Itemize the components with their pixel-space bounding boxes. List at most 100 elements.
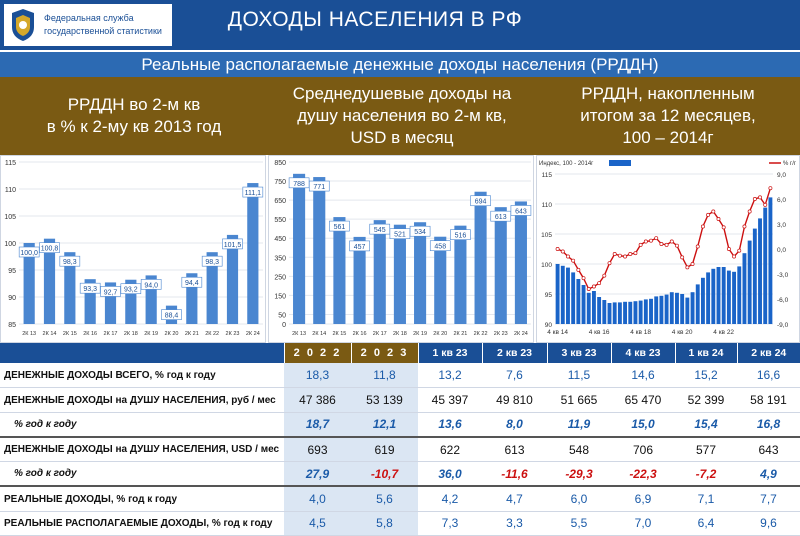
table-cell: 15,4 — [675, 412, 737, 438]
bar — [628, 301, 633, 324]
series-point — [680, 255, 685, 260]
bar — [125, 279, 137, 324]
x-tick-label: 2К 20 — [165, 331, 179, 337]
table-cell: 14,6 — [611, 363, 675, 389]
data-label: 93,3 — [83, 286, 97, 293]
series-point — [747, 209, 752, 214]
y-tick-label: 115 — [542, 172, 553, 179]
y-tick-label: 90 — [8, 295, 16, 302]
data-label-box — [18, 246, 40, 258]
rosstat-logo: Федеральная служба государственной стати… — [4, 4, 172, 46]
mid-title-line-2: душу населения во 2-м кв, — [297, 106, 507, 125]
data-label: 93,2 — [124, 287, 138, 294]
bar — [726, 270, 731, 324]
table-row: ДЕНЕЖНЫЕ ДОХОДЫ на ДУШУ НАСЕЛЕНИЯ, USD /… — [0, 436, 800, 463]
y-tick-label: 115 — [5, 160, 16, 167]
y-tick-label: 50 — [278, 312, 286, 319]
data-label-box — [201, 255, 223, 267]
series-point — [602, 273, 607, 278]
table-header-cell: 2 0 2 3 — [350, 343, 418, 363]
panel-titles-band: РРДДН во 2-м кв в % к 2-му кв 2013 год Ср… — [0, 77, 800, 155]
x-tick-label: 4 кв 16 — [589, 329, 610, 336]
data-label: 92,7 — [104, 289, 118, 296]
y-tick-label: 650 — [274, 198, 286, 205]
data-label-box — [120, 283, 142, 295]
table-cell: 7,1 — [675, 485, 737, 512]
table-cell: 6,0 — [547, 485, 611, 512]
series-point — [763, 202, 768, 207]
series-point — [711, 209, 716, 214]
data-label: 458 — [434, 244, 446, 251]
data-label: 98,3 — [63, 259, 77, 266]
bar — [617, 302, 622, 324]
series-point — [700, 224, 705, 229]
bar — [685, 297, 690, 324]
series-point — [664, 242, 669, 247]
table-row: ДЕНЕЖНЫЕ ДОХОДЫ на ДУШУ НАСЕЛЕНИЯ, руб /… — [0, 387, 800, 413]
table-cell: 47 386 — [284, 387, 351, 413]
data-label-box — [429, 240, 451, 252]
data-label: 88,4 — [165, 313, 179, 320]
x-tick-label: 4 кв 14 — [547, 329, 568, 336]
left-title-line-2: в % к 2-му кв 2013 год — [46, 117, 222, 136]
series-point — [732, 254, 737, 259]
table-cell: -29,3 — [547, 461, 611, 487]
data-label: 94,4 — [185, 280, 199, 287]
bar — [84, 279, 96, 324]
bar — [680, 294, 685, 324]
chart-real-income-box: 85 90 95 100 105 110 115 100,0 2К 13 100,8 2К 14 98… — [0, 155, 266, 343]
table-header-cell: 2 0 2 2 — [283, 343, 351, 363]
logo-line-2: государственной статистики — [44, 26, 162, 36]
x-tick-label: 2К 15 — [332, 331, 346, 337]
table-cell: 7,6 — [482, 363, 547, 389]
bar — [742, 253, 747, 324]
y2-tick-label: -3,0 — [777, 272, 789, 279]
bar — [716, 267, 721, 324]
table-cell: 4,7 — [482, 485, 547, 512]
data-label-box — [470, 195, 491, 207]
bar — [695, 284, 700, 324]
series-point — [758, 195, 762, 200]
series-point — [591, 284, 596, 289]
table-cell: 16,8 — [737, 412, 800, 438]
data-label: 788 — [293, 181, 305, 188]
bar — [711, 268, 716, 324]
table-cell: 15,2 — [675, 363, 737, 389]
table-cell: 4,5 — [284, 511, 351, 536]
table-cell: 6,4 — [675, 511, 737, 536]
x-tick-label: 4 кв 18 — [630, 329, 651, 336]
series-point — [752, 197, 757, 201]
data-label: 516 — [455, 233, 467, 240]
x-tick-label: 2К 14 — [43, 331, 57, 337]
table-cell: -11,6 — [482, 461, 547, 487]
row-label: ДЕНЕЖНЫЕ ДОХОДЫ на ДУШУ НАСЕЛЕНИЯ, руб /… — [0, 387, 284, 413]
table-cell: 643 — [737, 436, 800, 463]
bar — [494, 207, 507, 324]
header-bar: Федеральная служба государственной стати… — [0, 0, 800, 50]
eagle-emblem-icon — [12, 9, 34, 41]
bar — [313, 177, 326, 324]
bar — [758, 218, 762, 324]
y2-tick-label: 0,0 — [777, 247, 786, 254]
bar — [664, 294, 669, 324]
series-point — [649, 238, 653, 243]
table-cell: 11,8 — [351, 363, 418, 389]
x-tick-label: 4 кв 20 — [672, 329, 693, 336]
y2-tick-label: -6,0 — [777, 297, 789, 304]
data-label-box — [510, 205, 532, 216]
x-tick-label: 2К 24 — [514, 331, 528, 337]
data-label-box — [450, 229, 471, 240]
data-label-box — [79, 282, 101, 294]
bar — [737, 266, 742, 324]
table-cell: 49 810 — [482, 387, 547, 413]
series-point — [706, 212, 711, 217]
bar — [373, 220, 386, 324]
series-point — [737, 248, 742, 253]
series-point — [638, 242, 643, 247]
table-cell: 65 470 — [611, 387, 675, 413]
series-point — [576, 267, 581, 272]
x-tick-label: 2К 24 — [246, 331, 260, 337]
table-cell: 5,8 — [351, 511, 418, 536]
row-label: ДЕНЕЖНЫЕ ДОХОДЫ на ДУШУ НАСЕЛЕНИЯ, USD /… — [0, 436, 284, 463]
bar — [566, 267, 570, 324]
